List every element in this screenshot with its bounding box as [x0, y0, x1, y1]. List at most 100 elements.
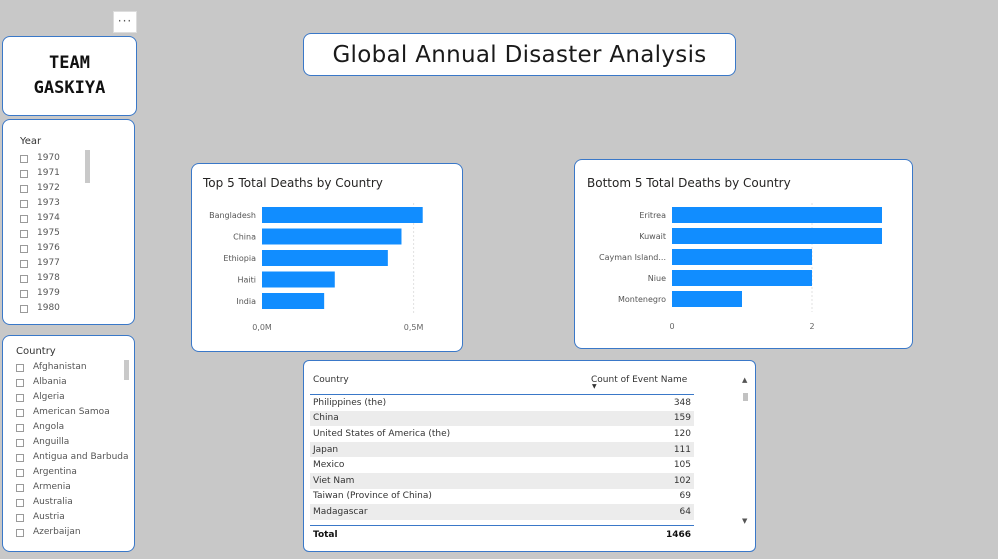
year-slicer-scrollbar[interactable]: [85, 150, 90, 183]
year-slicer-item-label: 1978: [37, 273, 60, 283]
year-slicer-item-label: 1973: [37, 198, 60, 208]
top5-chart-svg: 0,0M 0,5M Bangladesh China Ethiopia Haiti Indi…: [209, 203, 424, 332]
checkbox[interactable]: [20, 214, 28, 223]
year-slicer-item[interactable]: 1971: [20, 166, 60, 181]
year-slicer-item[interactable]: 1978: [20, 271, 60, 286]
table-row[interactable]: Japan 111: [310, 441, 694, 458]
checkbox[interactable]: [16, 468, 24, 477]
country-slicer-item[interactable]: Antigua and Barbuda: [16, 450, 129, 465]
country-slicer-item[interactable]: Argentina: [16, 465, 129, 480]
table-row[interactable]: Madagascar 64: [310, 504, 694, 520]
table-scrollbar-thumb[interactable]: [743, 393, 748, 401]
x-tick-label: 0,0M: [252, 323, 272, 332]
checkbox[interactable]: [16, 453, 24, 462]
checkbox[interactable]: [16, 513, 24, 522]
checkbox[interactable]: [20, 244, 28, 253]
country-slicer-item[interactable]: Anguilla: [16, 435, 129, 450]
country-slicer-item[interactable]: Australia: [16, 495, 129, 510]
country-slicer[interactable]: Country Afghanistan Albania Algeria America…: [2, 335, 135, 552]
cell-country: Viet Nam: [313, 475, 355, 486]
checkbox[interactable]: [16, 498, 24, 507]
year-slicer-item[interactable]: 1970: [20, 151, 60, 166]
cell-country: Japan: [313, 444, 339, 455]
cell-country: United States of America (the): [313, 428, 451, 439]
country-slicer-item[interactable]: Azerbaijan: [16, 525, 129, 540]
x-tick-label: 0,5M: [404, 323, 424, 332]
year-slicer-item-label: 1979: [37, 288, 60, 298]
logo-line-2: GASKIYA: [33, 78, 106, 98]
checkbox[interactable]: [16, 363, 24, 372]
cell-country: Madagascar: [313, 506, 368, 517]
checkbox[interactable]: [16, 423, 24, 432]
table-row[interactable]: Philippines (the) 348: [310, 395, 694, 411]
column-header-count[interactable]: Count of Event Name: [591, 375, 688, 385]
table-row[interactable]: Mexico 105: [310, 457, 694, 473]
scroll-down-icon[interactable]: ▼: [742, 517, 748, 525]
country-slicer-item[interactable]: Armenia: [16, 480, 129, 495]
more-options-button[interactable]: ···: [113, 11, 137, 33]
table-total-row: Total 1466: [310, 525, 694, 540]
category-label: Bangladesh: [209, 211, 256, 220]
country-slicer-item-label: Anguilla: [33, 437, 70, 447]
country-slicer-item[interactable]: American Samoa: [16, 405, 129, 420]
year-slicer-item[interactable]: 1976: [20, 241, 60, 256]
year-slicer-item[interactable]: 1973: [20, 196, 60, 211]
total-value: 1466: [665, 530, 691, 540]
checkbox[interactable]: [16, 483, 24, 492]
checkbox[interactable]: [20, 289, 28, 298]
checkbox[interactable]: [20, 169, 28, 178]
year-slicer-item[interactable]: 1977: [20, 256, 60, 271]
year-slicer-item-label: 1970: [37, 153, 60, 163]
cell-count: 105: [673, 460, 691, 471]
sort-descending-icon: ▼: [592, 383, 597, 390]
table-row[interactable]: United States of America (the) 120: [310, 426, 694, 442]
column-header-country[interactable]: Country: [313, 375, 349, 385]
logo-line-1: TEAM: [49, 53, 90, 73]
checkbox[interactable]: [20, 274, 28, 283]
checkbox[interactable]: [16, 528, 24, 537]
year-slicer-item-label: 1971: [37, 168, 60, 178]
team-logo-card: TEAM GASKIYA: [2, 36, 137, 116]
year-slicer-item[interactable]: 1974: [20, 211, 60, 226]
country-slicer-item-label: Algeria: [33, 392, 65, 402]
bar: [262, 293, 325, 309]
country-slicer-item[interactable]: Afghanistan: [16, 360, 129, 375]
table-row[interactable]: Viet Nam 102: [310, 472, 694, 489]
header-separator: [310, 394, 694, 395]
checkbox[interactable]: [20, 259, 28, 268]
country-slicer-item[interactable]: Algeria: [16, 390, 129, 405]
checkbox[interactable]: [20, 304, 28, 313]
year-slicer[interactable]: Year 1970 1971 1972 1973 1974 1975 1976 1977 197…: [2, 119, 135, 325]
year-slicer-item[interactable]: 1980: [20, 301, 60, 316]
checkbox[interactable]: [16, 408, 24, 417]
checkbox[interactable]: [20, 184, 28, 193]
table-row[interactable]: China 159: [310, 410, 694, 427]
checkbox[interactable]: [16, 393, 24, 402]
bar: [672, 249, 812, 265]
country-slicer-item-label: American Samoa: [33, 407, 110, 417]
year-slicer-item-label: 1975: [37, 228, 60, 238]
checkbox[interactable]: [20, 229, 28, 238]
country-slicer-item[interactable]: Albania: [16, 375, 129, 390]
year-slicer-item[interactable]: 1979: [20, 286, 60, 301]
country-slicer-item-label: Armenia: [33, 482, 71, 492]
bar: [672, 228, 882, 244]
country-slicer-scrollbar[interactable]: [124, 360, 129, 380]
table-row[interactable]: Taiwan (Province of China) 69: [310, 489, 694, 505]
year-slicer-item[interactable]: 1975: [20, 226, 60, 241]
category-label: Eritrea: [639, 211, 666, 220]
checkbox[interactable]: [16, 378, 24, 387]
total-label: Total: [313, 530, 338, 540]
country-slicer-item[interactable]: Angola: [16, 420, 129, 435]
country-slicer-item[interactable]: Austria: [16, 510, 129, 525]
country-slicer-item-label: Albania: [33, 377, 67, 387]
top5-chart-title: Top 5 Total Deaths by Country: [203, 176, 383, 190]
year-slicer-item-label: 1977: [37, 258, 60, 268]
checkbox[interactable]: [20, 199, 28, 208]
year-slicer-item[interactable]: 1972: [20, 181, 60, 196]
cell-count: 159: [673, 413, 691, 424]
bar: [672, 270, 812, 286]
checkbox[interactable]: [20, 154, 28, 163]
checkbox[interactable]: [16, 438, 24, 447]
scroll-up-icon[interactable]: ▲: [742, 376, 748, 384]
